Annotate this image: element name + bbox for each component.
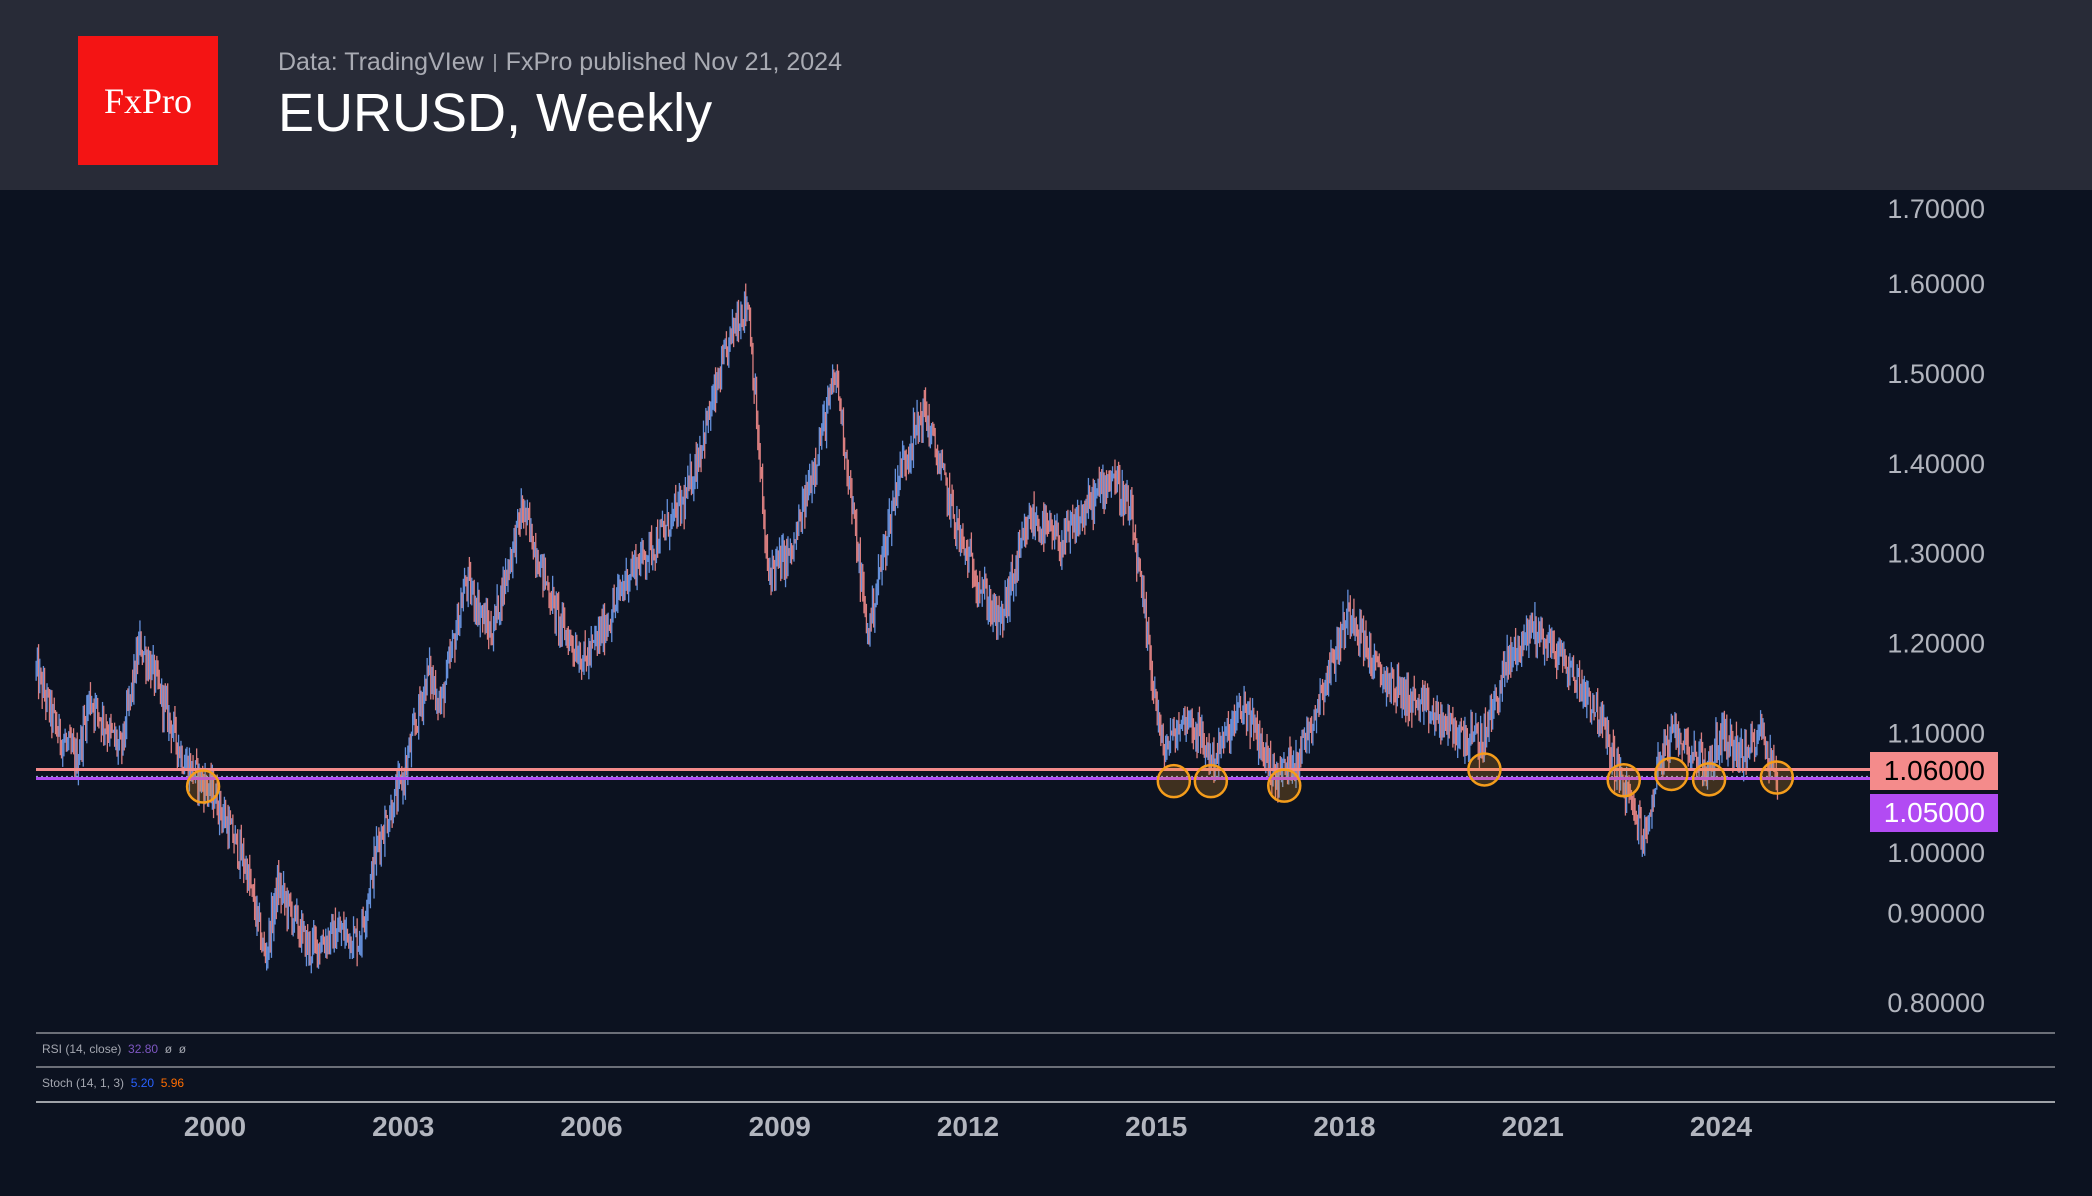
rsi-extra-2: ø xyxy=(178,1042,187,1056)
y-tick-label: 1.10000 xyxy=(1887,719,1985,749)
y-tick-label: 1.20000 xyxy=(1887,629,1985,659)
x-axis: 2000 2003 2006 2009 2012 2015 2018 2021 2024 xyxy=(184,1111,1753,1142)
stoch-d-value: 5.96 xyxy=(160,1076,185,1090)
chart-title: EURUSD, Weekly xyxy=(278,83,713,143)
x-tick-label: 2018 xyxy=(1313,1111,1375,1142)
published-date: FxPro published Nov 21, 2024 xyxy=(505,48,842,76)
chart-subtitle: Data: TradingVIew FxPro published Nov 21,… xyxy=(278,48,842,77)
support-touch-circle xyxy=(1267,768,1302,803)
fxpro-logo: FxPro xyxy=(78,36,218,165)
stoch-label: Stoch (14, 1, 3) xyxy=(42,1076,125,1090)
stoch-k-value: 5.20 xyxy=(130,1076,155,1090)
x-tick-label: 2000 xyxy=(184,1111,246,1142)
y-tick-label: 1.70000 xyxy=(1887,194,1985,224)
x-tick-label: 2006 xyxy=(560,1111,622,1142)
price-label: 1.06000 xyxy=(1884,755,1985,786)
candles xyxy=(35,283,1779,974)
support-touch-circle xyxy=(1156,763,1192,799)
header: FxPro Data: TradingVIew FxPro published N… xyxy=(0,0,2092,190)
logo-text: FxPro xyxy=(103,80,193,121)
x-tick-label: 2003 xyxy=(372,1111,434,1142)
y-tick-label: 1.30000 xyxy=(1887,539,1985,569)
y-tick-label: 1.40000 xyxy=(1887,449,1985,479)
data-source: Data: TradingVIew xyxy=(278,48,484,76)
support-touch-circle xyxy=(1654,756,1689,792)
y-tick-label: 0.80000 xyxy=(1887,988,1985,1018)
price-label-box xyxy=(1870,752,1998,790)
support-touch-circle xyxy=(1691,762,1727,797)
separator xyxy=(493,54,496,73)
y-axis: 1.70000 1.60000 1.50000 1.40000 1.30000 1.200… xyxy=(1870,194,1998,1018)
support-touch-circle xyxy=(185,769,221,804)
y-tick-label: 1.50000 xyxy=(1887,359,1985,389)
y-tick-label: 1.60000 xyxy=(1887,269,1985,299)
annotation-circles xyxy=(185,752,1795,804)
y-tick-label: 1.00000 xyxy=(1887,838,1985,868)
stoch-legend: Stoch (14, 1, 3) 5.20 5.96 xyxy=(42,1076,184,1090)
x-tick-label: 2021 xyxy=(1502,1111,1564,1142)
support-touch-circle xyxy=(1467,752,1502,787)
price-label-box xyxy=(1870,794,1998,832)
support-touch-circle xyxy=(1759,760,1795,795)
levels xyxy=(36,767,1870,780)
x-tick-label: 2015 xyxy=(1125,1111,1187,1142)
y-tick-label: 0.90000 xyxy=(1887,898,1985,928)
support-touch-circle xyxy=(1193,763,1229,799)
rsi-label: RSI (14, close) xyxy=(42,1042,122,1056)
rsi-legend: RSI (14, close) 32.80 ø ø xyxy=(42,1042,186,1056)
rsi-extra-1: ø xyxy=(164,1042,173,1056)
x-tick-label: 2012 xyxy=(937,1111,999,1142)
x-tick-label: 2009 xyxy=(749,1111,811,1142)
rsi-value: 32.80 xyxy=(128,1042,159,1056)
support-touch-circle xyxy=(1606,762,1641,798)
price-label: 1.05000 xyxy=(1884,797,1985,828)
x-tick-label: 2024 xyxy=(1690,1111,1753,1142)
